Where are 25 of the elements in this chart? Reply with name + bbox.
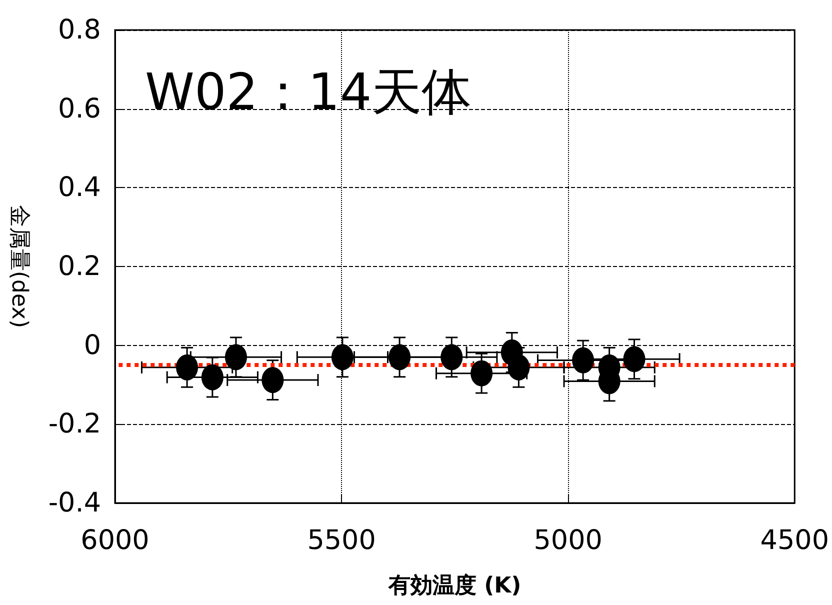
- point: [331, 344, 354, 370]
- text: W02：14天体: [145, 63, 472, 121]
- y-tick-label: 0.4: [58, 172, 101, 204]
- x-tick-label: 6000: [80, 525, 150, 556]
- point: [440, 344, 463, 370]
- point: [262, 367, 284, 394]
- x-tick-label: 5500: [307, 525, 376, 556]
- x-tick-label: 5000: [534, 525, 602, 556]
- point: [470, 360, 493, 386]
- y-tick-label: -0.2: [48, 408, 101, 440]
- y-tick-label: 0.6: [58, 93, 101, 124]
- point: [623, 346, 646, 372]
- point: [572, 347, 594, 374]
- point: [176, 354, 198, 380]
- point: [201, 364, 224, 390]
- point: [225, 344, 247, 370]
- y-tick-label: 0.8: [58, 14, 101, 46]
- x-axis-title: 有効温度 (K): [387, 572, 522, 598]
- y-tick-label: 0: [84, 330, 101, 361]
- y-axis-title: 金属量(dex): [6, 204, 32, 328]
- point: [388, 344, 411, 370]
- point: [508, 354, 530, 380]
- y-tick-label: 0.2: [58, 251, 101, 282]
- x-tick-label: 4500: [760, 525, 830, 556]
- y-tick-label: -0.4: [48, 488, 101, 518]
